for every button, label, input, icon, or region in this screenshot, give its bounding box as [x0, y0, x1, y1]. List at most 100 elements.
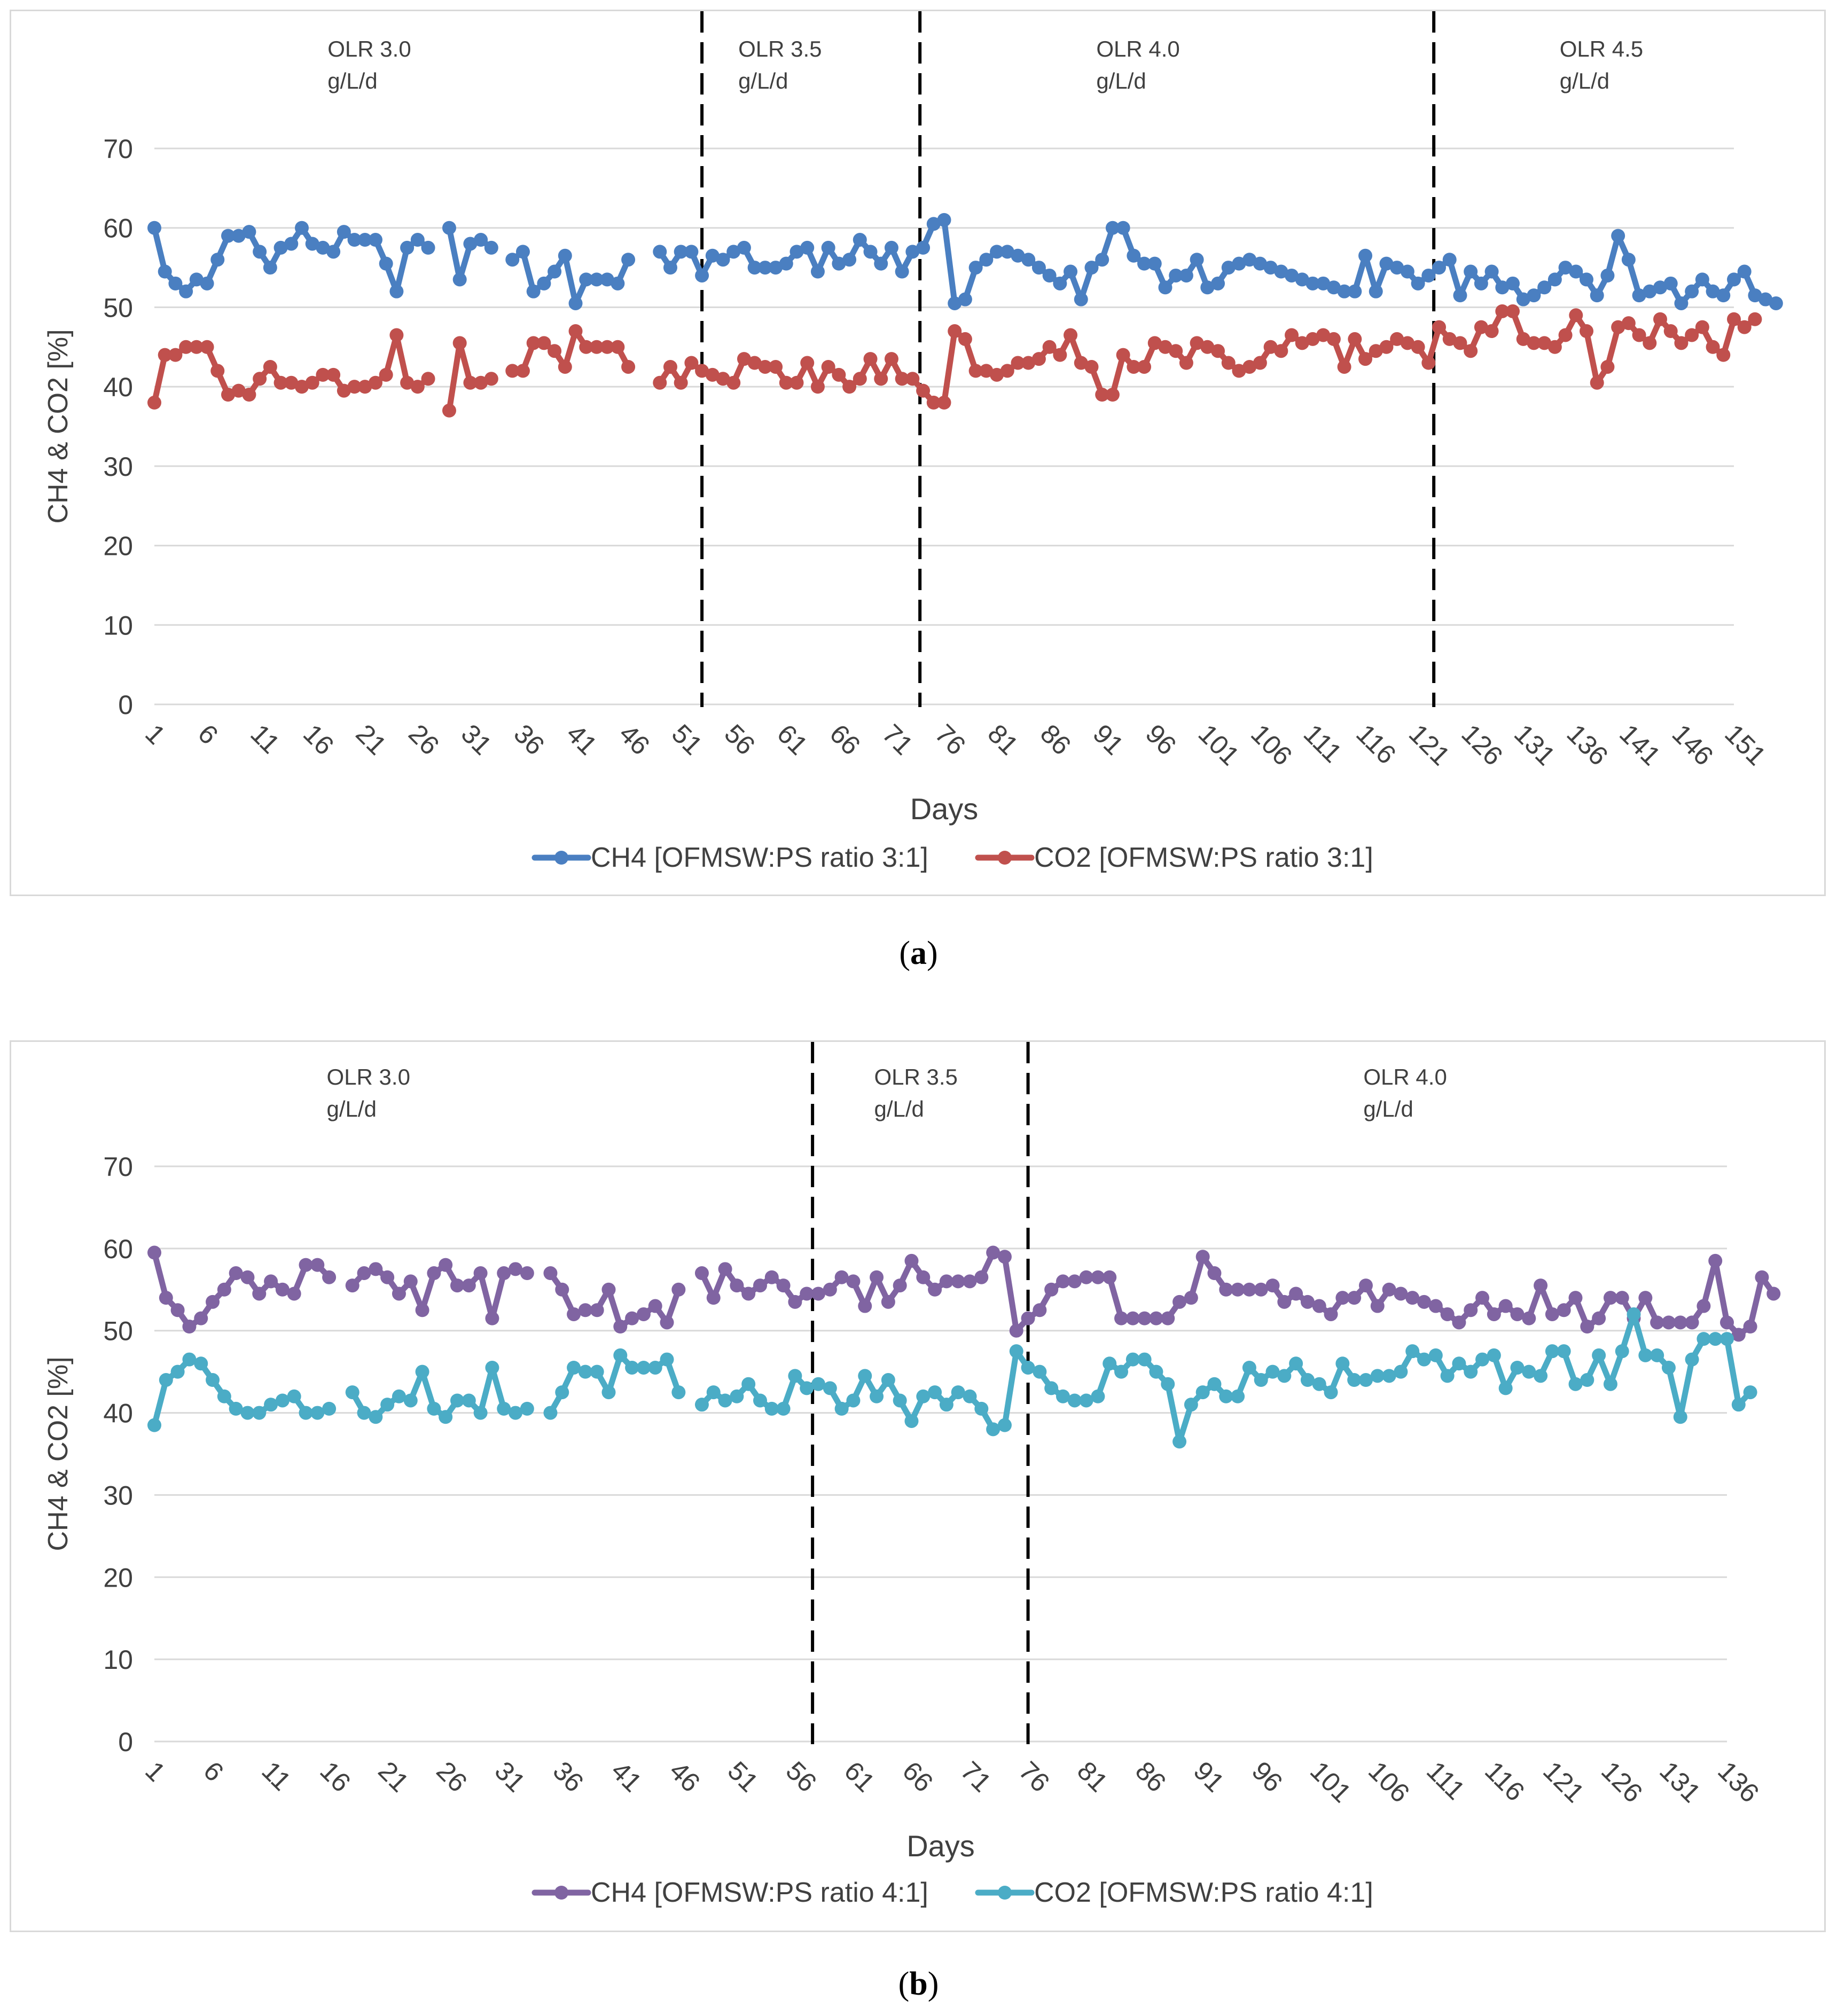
- chart-b-series-co2-point: [1254, 1373, 1268, 1387]
- chart-a-series-co2-point: [389, 328, 404, 342]
- chart-b-xtick-label: 81: [1072, 1755, 1114, 1798]
- chart-b-series-ch4-point: [776, 1278, 791, 1293]
- chart-a-xtick-label: 21: [350, 718, 392, 760]
- chart-a-series-ch4-point: [1200, 280, 1215, 295]
- chart-a-series-co2-point: [1727, 312, 1741, 326]
- chart-b-series-ch4-point: [753, 1278, 767, 1293]
- chart-a-series-co2-point: [1011, 356, 1025, 370]
- chart-b-series-ch4-point: [485, 1311, 499, 1325]
- chart-b-xtick-label: 46: [664, 1755, 706, 1798]
- chart-b-series-ch4-point: [345, 1278, 359, 1293]
- chart-a-series-ch4-point: [916, 240, 931, 255]
- chart-a-series-co2-point: [1200, 340, 1215, 354]
- chart-b-series-co2-point: [380, 1398, 395, 1412]
- chart-a-series-ch4-point: [990, 245, 1004, 259]
- chart-a-series-co2-point: [379, 367, 393, 382]
- chart-a-ytick-label: 70: [103, 134, 133, 164]
- chart-b-series-co2-point: [730, 1389, 744, 1403]
- chart-b-series-co2-point: [753, 1393, 767, 1408]
- chart-a-series-co2-point: [1643, 336, 1657, 350]
- chart-b-series-co2-point: [497, 1401, 511, 1416]
- chart-a-ytick-label: 40: [103, 372, 133, 402]
- chart-b-series-ch4-point: [1172, 1295, 1187, 1309]
- chart-a-xtick-label: 46: [613, 718, 655, 760]
- chart-b-series-ch4-point: [986, 1245, 1000, 1260]
- chart-a-series-co2-point: [863, 352, 878, 366]
- chart-a-series-co2-point: [1527, 336, 1541, 350]
- chart-a-series-co2-point: [884, 352, 898, 366]
- chart-a-xtick-label: 141: [1614, 718, 1667, 771]
- chart-a-series-co2-point: [284, 375, 299, 390]
- chart-b-ytick-label: 30: [103, 1480, 133, 1510]
- chart-a-series-ch4-point: [474, 233, 488, 247]
- chart-b-series-co2-point: [1545, 1344, 1559, 1359]
- chart-b-series-co2-point: [159, 1373, 173, 1387]
- chart-b-panel: 0 10 20 30 40 50 60 70 1 6 11 16 21 26 31 36 41 46 51 56 61 6…: [10, 1040, 1826, 1932]
- chart-b-xtick-label: 131: [1654, 1755, 1707, 1808]
- chart-b-series-ch4-point: [1125, 1311, 1140, 1325]
- chart-b-series-ch4-point: [1498, 1299, 1513, 1313]
- chart-b-xtick-label: 51: [722, 1755, 764, 1798]
- chart-a-series-co2-point: [1021, 356, 1036, 370]
- chart-a-series-co2-point: [526, 336, 541, 350]
- chart-b-series-ch4-point: [450, 1278, 464, 1293]
- chart-a-series-co2-point: [1737, 320, 1752, 334]
- chart-b-series-ch4-point: [1335, 1291, 1350, 1305]
- chart-a-series-co2-point: [769, 359, 783, 374]
- chart-b-series-co2-point: [485, 1360, 499, 1375]
- chart-b-series-co2-point: [1394, 1364, 1408, 1379]
- chart-b-series-co2-point: [427, 1401, 441, 1416]
- chart-b-series-co2-point: [415, 1364, 429, 1379]
- chart-b-series-ch4-point: [1522, 1311, 1536, 1325]
- chart-a-series-co2-point: [1674, 336, 1689, 350]
- chart-a-series-ch4-point: [1242, 253, 1257, 267]
- chart-a-series-ch4-point: [1495, 280, 1510, 295]
- chart-a-series-ch4-point: [158, 264, 172, 279]
- chart-b-series-co2-point: [1661, 1360, 1676, 1375]
- chart-b-series-co2-point: [1370, 1369, 1385, 1383]
- chart-b-series-co2-point: [1103, 1356, 1117, 1371]
- chart-b-xtick-label: 96: [1246, 1755, 1288, 1798]
- chart-b-series-ch4-point: [1568, 1291, 1583, 1305]
- chart-b-series-co2-point: [1627, 1307, 1641, 1321]
- chart-a-series-ch4-point: [1516, 292, 1530, 307]
- chart-a-series-ch4-point: [905, 245, 920, 259]
- chart-b-series-co2-point: [1522, 1364, 1536, 1379]
- chart-a-series-co2-point: [821, 359, 835, 374]
- chart-b-series-co2-point: [217, 1389, 231, 1403]
- chart-b-series-ch4-point: [1067, 1274, 1082, 1289]
- chart-b-region-label: OLR 4.0: [1363, 1064, 1447, 1089]
- chart-b-series-ch4-point: [357, 1266, 371, 1281]
- chart-b-series-co2-point: [1312, 1377, 1326, 1391]
- chart-b-series-ch4-point: [1056, 1274, 1070, 1289]
- chart-a-series-ch4-point: [937, 213, 951, 227]
- chart-b-series-ch4-point: [1743, 1320, 1757, 1334]
- chart-a-series-co2-point: [442, 403, 456, 418]
- chart-a-series-co2-point: [1621, 316, 1636, 331]
- chart-b-series-co2-point: [1592, 1348, 1606, 1362]
- chart-a-series-ch4-point: [1453, 288, 1467, 303]
- chart-a-series-ch4-point: [1358, 248, 1373, 263]
- chart-b-series-co2-point: [287, 1389, 301, 1403]
- chart-a-series-ch4-point: [1306, 276, 1320, 291]
- chart-b-series-ch4-point: [846, 1274, 861, 1289]
- chart-a-series-ch4-point: [674, 245, 688, 259]
- chart-a-ytick-label: 20: [103, 531, 133, 561]
- chart-a-series-ch4-point: [747, 261, 762, 275]
- chart-b-series-co2-point: [369, 1410, 383, 1424]
- chart-a-series-co2-point: [147, 395, 161, 410]
- chart-b-series-ch4-point: [1207, 1266, 1222, 1281]
- chart-a-series-ch4-point: [611, 276, 625, 291]
- chart-a-series-co2-point: [253, 372, 267, 386]
- chart-b-series-co2-point: [299, 1406, 313, 1420]
- chart-a-series-co2-point: [716, 372, 730, 386]
- chart-b-series-co2-point: [1265, 1364, 1280, 1379]
- chart-a-region-unit: g/L/d: [1096, 68, 1146, 93]
- chart-a-series-co2-point: [1653, 312, 1668, 326]
- chart-a-series-ch4-point: [716, 253, 730, 267]
- chart-b-series-co2-point: [1242, 1360, 1256, 1375]
- chart-a-series-co2-point: [1432, 320, 1447, 334]
- chart-a-series-ch4-point: [505, 253, 520, 267]
- chart-a-series-ch4-point: [1127, 248, 1141, 263]
